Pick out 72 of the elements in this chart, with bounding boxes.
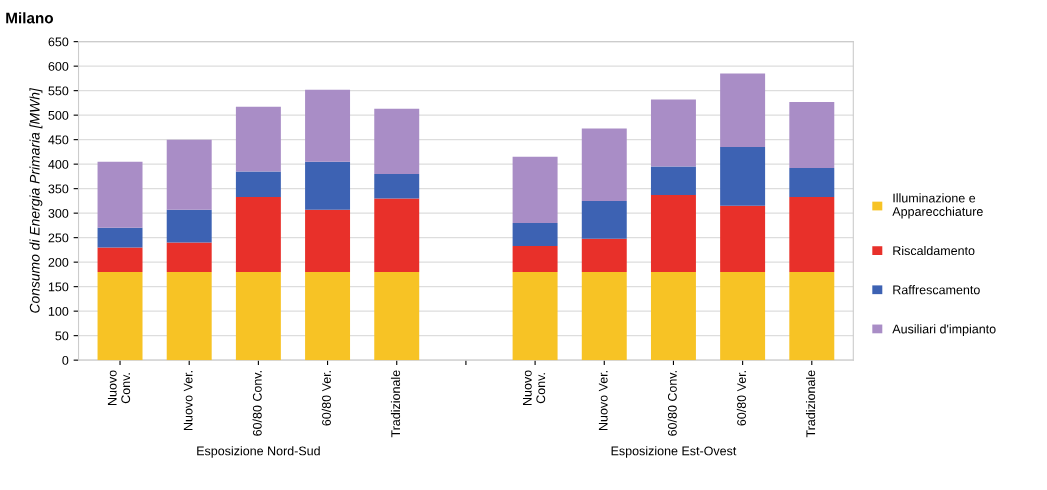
- bar: [235, 106, 281, 172]
- bar: [235, 271, 281, 361]
- y-tick-label: 0: [62, 355, 69, 365]
- bar: [512, 156, 558, 223]
- x-tick-label: Tradizionale: [805, 370, 816, 438]
- bar: [789, 196, 835, 272]
- y-tick-label: 450: [48, 135, 69, 145]
- bar: [166, 242, 212, 272]
- bar: [581, 128, 627, 201]
- text: Esposizione Est-Ovest: [611, 446, 737, 458]
- bar: [581, 238, 627, 272]
- bar: [789, 271, 835, 361]
- bar: [789, 101, 835, 169]
- x-tick-label: 60/80 Ver.: [321, 371, 331, 426]
- bar: [374, 198, 420, 272]
- bar: [720, 73, 766, 147]
- bar: [305, 271, 351, 361]
- bar: [650, 195, 696, 272]
- bar: [166, 139, 212, 210]
- text: Esposizione Nord-Sud: [197, 446, 320, 458]
- bar: [166, 209, 212, 243]
- bar: [720, 205, 766, 272]
- x-tick-label: Nuovo Ver.: [183, 371, 193, 430]
- y-tick-label: 350: [48, 184, 69, 194]
- x-tick-label: 60/80 Conv.: [252, 371, 262, 436]
- y-tick-label: 650: [48, 37, 69, 47]
- x-tick-label: Nuovo Conv.: [107, 370, 131, 405]
- y-tick-label: 500: [48, 110, 69, 120]
- x-tick-label: Tradizionale: [390, 370, 401, 438]
- bar: [512, 222, 558, 246]
- bar: [512, 271, 558, 361]
- bar: [789, 168, 835, 197]
- bar: [235, 171, 281, 197]
- bar: [581, 200, 627, 239]
- x-tick-label: Nuovo Ver.: [598, 371, 608, 430]
- y-tick-label: 50: [55, 331, 69, 341]
- bar: [374, 173, 420, 199]
- legend-label: Riscaldamento: [893, 245, 975, 256]
- x-tick-label: 60/80 Conv.: [667, 371, 677, 436]
- bar: [166, 271, 212, 361]
- y-axis-title: Consumo di Energia Primaria [MWh]: [29, 87, 43, 313]
- bar: [97, 271, 143, 361]
- bar: [720, 147, 766, 206]
- y-tick-label: 600: [48, 61, 69, 71]
- legend-label: Raffrescamento: [893, 285, 980, 295]
- bar: [305, 161, 351, 210]
- bar: [650, 271, 696, 361]
- bar: [235, 196, 281, 272]
- y-tick-label: 400: [48, 159, 69, 169]
- bar: [720, 271, 766, 361]
- bar: [97, 227, 143, 248]
- legend-label: Ausiliari d'impianto: [892, 324, 996, 336]
- y-tick-label: 550: [48, 86, 69, 96]
- x-tick-label: 60/80 Ver.: [736, 371, 746, 426]
- x-tick-label: Nuovo Conv.: [522, 370, 546, 405]
- bar: [374, 108, 420, 174]
- y-tick-label: 200: [48, 257, 69, 267]
- bar: [97, 247, 143, 272]
- chart-title: Milano: [6, 12, 54, 24]
- bar: [512, 245, 558, 272]
- y-tick-label: 150: [48, 282, 69, 292]
- bar: [374, 271, 420, 361]
- bar: [97, 161, 143, 228]
- y-tick-label: 100: [48, 306, 69, 316]
- bar: [650, 99, 696, 167]
- bar: [305, 89, 351, 162]
- bar: [650, 166, 696, 196]
- y-tick-label: 300: [48, 208, 69, 218]
- legend-label: Illuminazione e Apparecchiature: [892, 193, 983, 219]
- bar: [581, 271, 627, 361]
- bar: [305, 209, 351, 272]
- y-tick-label: 250: [48, 233, 69, 243]
